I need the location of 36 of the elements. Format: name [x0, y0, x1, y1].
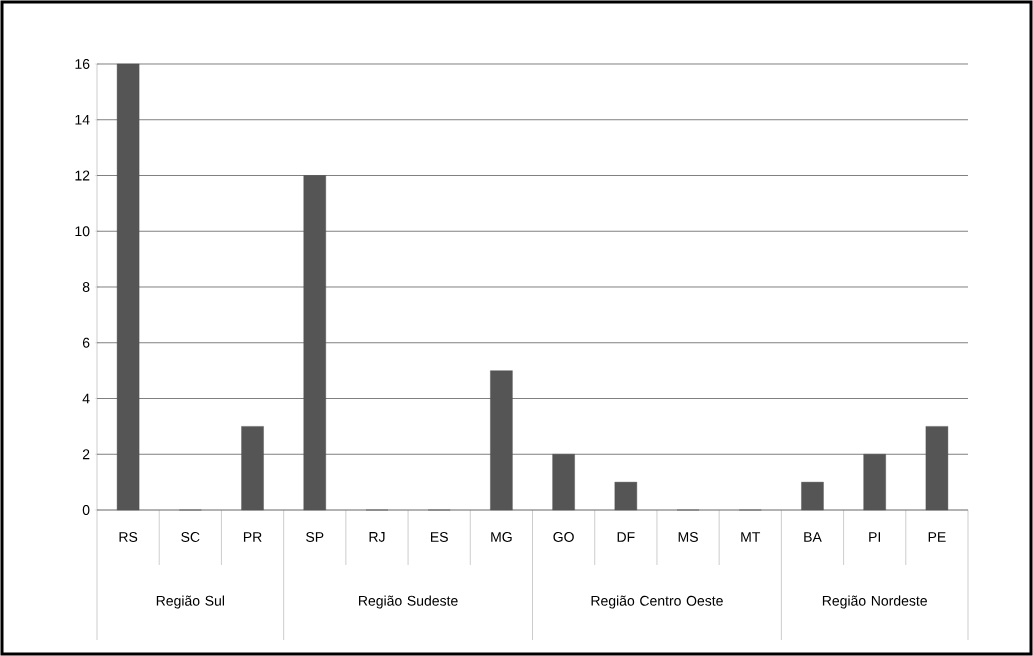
bar — [863, 454, 886, 511]
x-tick-label: MS — [678, 532, 698, 542]
y-tick-label: 12 — [75, 170, 90, 181]
y-tick-label: 8 — [82, 282, 90, 292]
y-tick-label: 14 — [75, 114, 90, 125]
bar — [303, 175, 326, 511]
bar — [614, 481, 638, 511]
text: Região Sudeste — [359, 595, 458, 609]
x-tick-label: DF — [617, 532, 635, 542]
bar — [241, 426, 264, 511]
x-tick-label: GO — [553, 532, 574, 542]
y-tick-label: 0 — [82, 505, 90, 515]
bar — [490, 370, 513, 511]
y-tick-label: 2 — [82, 449, 90, 460]
text: Região Nordeste — [822, 595, 927, 609]
y-tick-label: 16 — [75, 59, 90, 69]
text: Região Sul — [156, 595, 224, 609]
x-tick-label: MT — [741, 532, 761, 542]
x-tick-label: RS — [119, 532, 138, 542]
text: Região Centro Oeste — [591, 595, 723, 609]
x-tick-label: PI — [869, 532, 881, 542]
bar — [801, 481, 824, 511]
bar — [116, 63, 140, 511]
x-tick-label: SP — [306, 532, 324, 542]
x-tick-label: ES — [431, 532, 448, 542]
y-tick-label: 4 — [82, 393, 90, 404]
bar — [925, 426, 949, 511]
x-tick-label: PR — [243, 532, 262, 542]
bar — [552, 454, 575, 511]
x-tick-label: SC — [181, 532, 200, 542]
x-tick-label: MG — [491, 532, 512, 542]
y-tick-label: 10 — [75, 226, 90, 237]
y-tick-label: 6 — [82, 337, 90, 348]
x-tick-label: BA — [804, 532, 822, 542]
x-tick-label: RJ — [369, 532, 385, 542]
x-tick-label: PE — [928, 532, 946, 542]
